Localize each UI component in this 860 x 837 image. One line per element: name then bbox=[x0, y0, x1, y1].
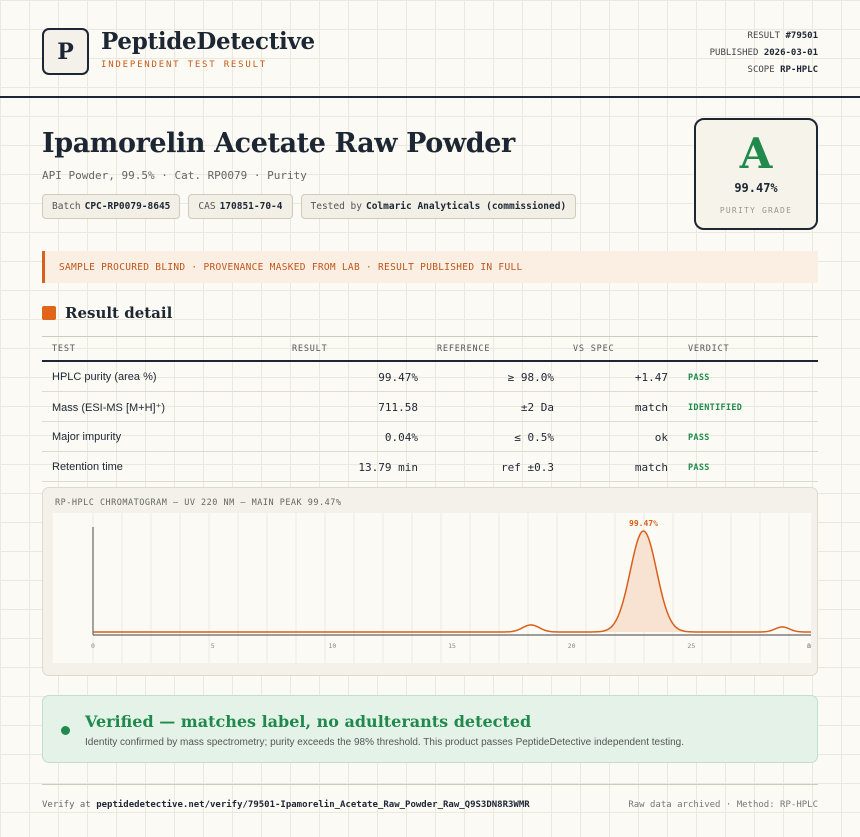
result-table: TEST RESULT REFERENCE VS SPEC VERDICT HP… bbox=[42, 336, 818, 482]
col-reference: REFERENCE bbox=[437, 344, 491, 354]
grade-label: PURITY GRADE bbox=[719, 206, 793, 215]
chromatogram-card: RP-HPLC CHROMATOGRAM — UV 220 NM — MAIN … bbox=[42, 487, 818, 676]
cell-vs-spec: match bbox=[634, 461, 668, 474]
section-title: Result detail bbox=[65, 304, 173, 322]
chip-label: Tested by bbox=[310, 201, 362, 212]
chart-plot-background bbox=[53, 513, 811, 663]
verify-line: Verify at peptidedetective.net/verify/79… bbox=[42, 800, 530, 810]
product-title: Ipamorelin Acetate Raw Powder bbox=[42, 128, 515, 159]
peak-fill-area bbox=[590, 531, 697, 632]
x-tick-label: 15 bbox=[448, 642, 456, 650]
table-row: HPLC purity (area %) 99.47% ≥ 98.0% +1.4… bbox=[42, 362, 818, 392]
grade-value: 99.47% bbox=[734, 181, 778, 195]
cell-test: Major impurity bbox=[52, 431, 122, 443]
verified-description: Identity confirmed by mass spectrometry;… bbox=[85, 737, 685, 748]
cell-vs-spec: +1.47 bbox=[634, 371, 668, 384]
col-test: TEST bbox=[52, 344, 76, 354]
cell-reference: ≥ 98.0% bbox=[507, 371, 554, 384]
chip-label: Batch bbox=[52, 201, 81, 212]
cell-result: 0.04% bbox=[384, 431, 418, 444]
brand-name: PeptideDetective bbox=[101, 28, 315, 55]
chip-label: CAS bbox=[198, 201, 216, 212]
footer-method-note: Raw data archived · Method: RP-HPLC bbox=[628, 800, 818, 810]
chip-value: 170851-70-4 bbox=[219, 201, 283, 212]
cell-reference: ±2 Da bbox=[520, 401, 554, 414]
col-result: RESULT bbox=[292, 344, 328, 354]
table-header: TEST RESULT REFERENCE VS SPEC VERDICT bbox=[42, 336, 818, 362]
section-header: Result detail bbox=[42, 304, 172, 322]
verdict-badge: PASS bbox=[688, 463, 710, 473]
verified-title: Verified — matches label, no adulterants… bbox=[85, 712, 532, 731]
cas-chip: CAS 170851-70-4 bbox=[188, 194, 293, 219]
batch-chip: Batch CPC-RP0079-8645 bbox=[42, 194, 181, 219]
table-row: Retention time 13.79 min ref ±0.3 match … bbox=[42, 452, 818, 482]
main-peak-label: 99.47% bbox=[629, 519, 658, 528]
scope-label: SCOPE bbox=[747, 65, 775, 75]
brand-tagline: INDEPENDENT TEST RESULT bbox=[101, 60, 268, 70]
cell-reference: ≤ 0.5% bbox=[514, 431, 554, 444]
verify-link[interactable]: peptidedetective.net/verify/79501-Ipamor… bbox=[96, 800, 530, 810]
product-chips: Batch CPC-RP0079-8645 CAS 170851-70-4 Test… bbox=[42, 194, 577, 219]
chip-value: Colmaric Analyticals (commissioned) bbox=[365, 201, 567, 212]
x-tick-label: 10 bbox=[328, 642, 336, 650]
x-axis-unit-label: min bbox=[807, 642, 811, 650]
result-label: RESULT bbox=[747, 31, 781, 41]
chart-title: RP-HPLC CHROMATOGRAM — UV 220 NM — MAIN … bbox=[55, 498, 342, 508]
published-label: PUBLISHED bbox=[709, 48, 759, 58]
cell-test: Mass (ESI-MS [M+H]⁺) bbox=[52, 402, 166, 414]
published-date: 2026-03-01 bbox=[763, 48, 818, 58]
x-tick-label: 0 bbox=[91, 642, 95, 650]
x-tick-label: 20 bbox=[568, 642, 576, 650]
report-footer: Verify at peptidedetective.net/verify/79… bbox=[42, 784, 818, 825]
provenance-banner: SAMPLE PROCURED BLIND · PROVENANCE MASKE… bbox=[42, 251, 818, 283]
cell-vs-spec: match bbox=[634, 401, 668, 414]
grade-letter: A bbox=[739, 129, 773, 178]
verdict-badge: PASS bbox=[688, 373, 710, 383]
x-tick-label: 25 bbox=[687, 642, 695, 650]
chromatogram-chart: 0 5 10 15 20 25 30 99.47% min bbox=[53, 513, 811, 663]
product-subtitle: API Powder, 99.5% · Cat. RP0079 · Purity bbox=[42, 169, 307, 182]
section-marker-icon bbox=[42, 306, 56, 320]
cell-test: Retention time bbox=[52, 461, 123, 473]
brand-logo: P bbox=[42, 28, 89, 75]
col-verdict: VERDICT bbox=[688, 344, 730, 354]
verified-status-icon bbox=[61, 726, 70, 735]
report-header: P PeptideDetective INDEPENDENT TEST RESU… bbox=[0, 0, 860, 98]
report-meta: RESULT #79501 PUBLISHED 2026-03-01 SCOPE… bbox=[710, 28, 818, 79]
cell-result: 13.79 min bbox=[358, 461, 418, 474]
tested-by-chip: Tested by Colmaric Analyticals (commissio… bbox=[300, 194, 577, 219]
chromatogram-trace bbox=[93, 530, 811, 633]
cell-result: 711.58 bbox=[378, 401, 418, 414]
chip-value: CPC-RP0079-8645 bbox=[84, 201, 171, 212]
verdict-badge: PASS bbox=[688, 433, 710, 443]
table-row: Mass (ESI-MS [M+H]⁺) 711.58 ±2 Da match … bbox=[42, 392, 818, 422]
x-tick-label: 5 bbox=[211, 642, 215, 650]
x-tick-label: 30 bbox=[807, 642, 811, 650]
verified-panel: Verified — matches label, no adulterants… bbox=[42, 695, 818, 763]
cell-reference: ref ±0.3 bbox=[501, 461, 554, 474]
purity-grade-card: A 99.47% PURITY GRADE bbox=[694, 118, 818, 230]
table-row: Major impurity 0.04% ≤ 0.5% ok PASS bbox=[42, 422, 818, 452]
cell-vs-spec: ok bbox=[654, 431, 668, 444]
col-vs-spec: VS SPEC bbox=[573, 344, 615, 354]
result-id: #79501 bbox=[785, 31, 818, 41]
cell-result: 99.47% bbox=[378, 371, 418, 384]
verdict-badge: IDENTIFIED bbox=[688, 403, 743, 413]
cell-test: HPLC purity (area %) bbox=[52, 371, 157, 383]
verify-prefix: Verify at bbox=[42, 800, 91, 810]
scope-value: RP-HPLC bbox=[780, 65, 818, 75]
